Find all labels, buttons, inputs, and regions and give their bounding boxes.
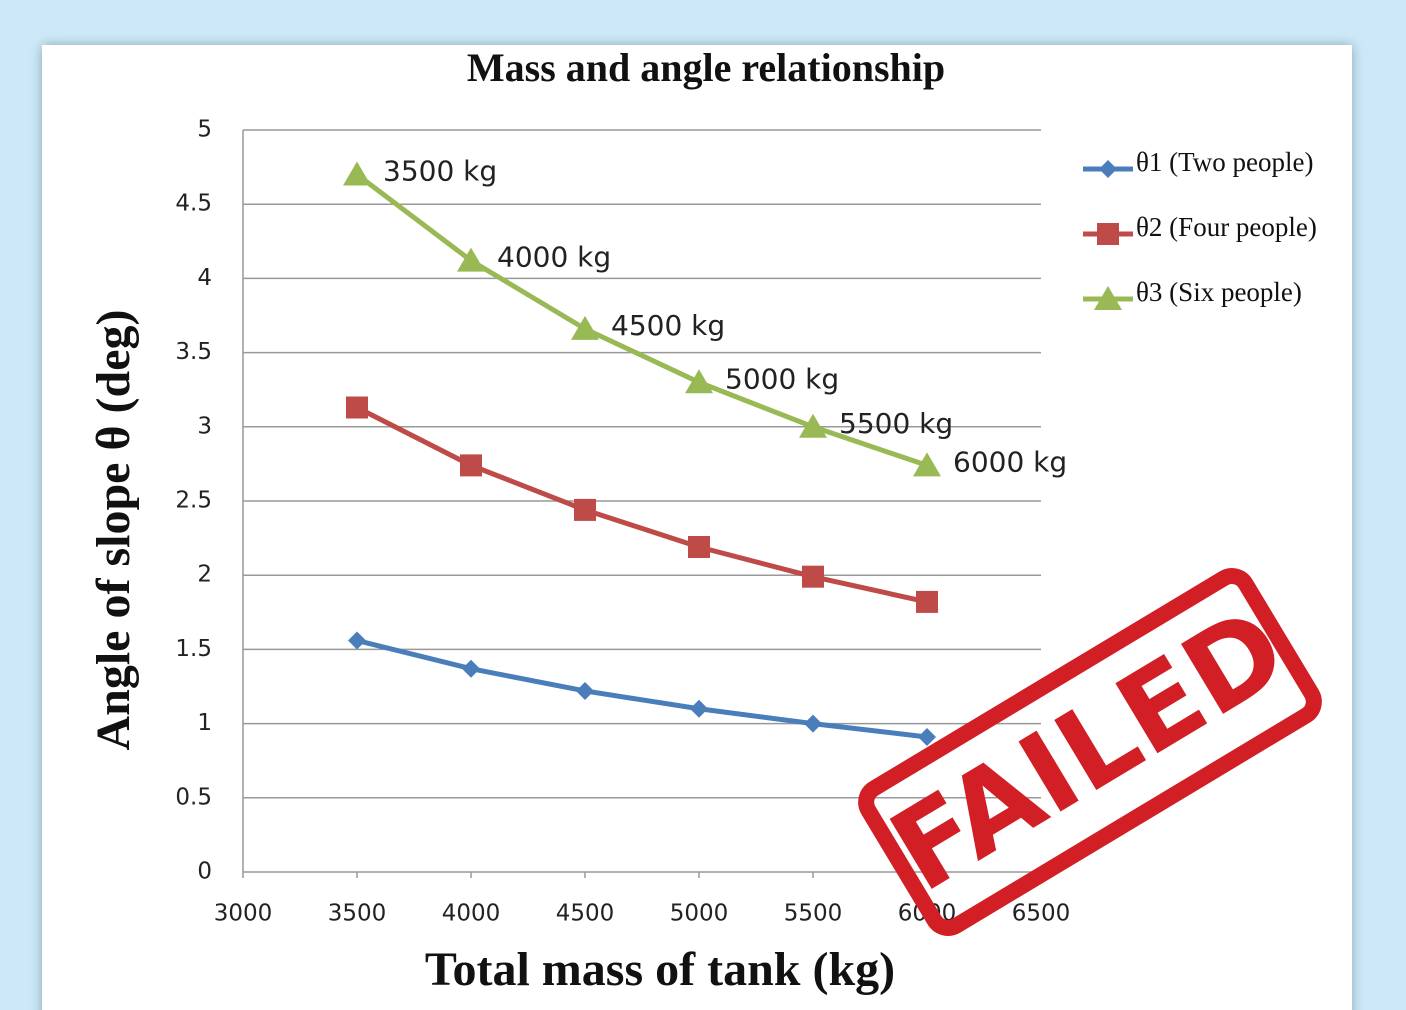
x-tick-label: 4500 [556, 901, 615, 927]
y-tick-label: 1 [197, 710, 212, 736]
y-tick-label: 4 [197, 265, 212, 291]
y-tick-label: 3.5 [175, 339, 212, 365]
point-label: 4500 kg [611, 309, 725, 342]
point-label: 4000 kg [497, 241, 611, 274]
x-tick-label: 3500 [328, 901, 387, 927]
y-tick-label: 1.5 [175, 636, 212, 662]
card [42, 45, 1352, 1010]
point-label: 5500 kg [839, 407, 953, 440]
marker [346, 397, 368, 419]
y-tick-label: 0 [197, 859, 212, 885]
point-label: 5000 kg [725, 362, 839, 395]
page: Mass and angle relationship Total mass o… [0, 0, 1406, 1010]
y-tick-label: 3 [197, 413, 212, 439]
marker [460, 454, 482, 476]
point-label: 6000 kg [953, 445, 1067, 478]
y-tick-label: 4.5 [175, 191, 212, 217]
y-tick-label: 0.5 [175, 784, 212, 810]
point-label: 3500 kg [383, 155, 497, 188]
marker [916, 591, 938, 613]
chart-title: Mass and angle relationship [467, 45, 945, 90]
y-tick-label: 5 [197, 117, 212, 143]
legend-label: θ2 (Four people) [1136, 212, 1317, 242]
x-tick-label: 5500 [784, 901, 843, 927]
x-axis-title: Total mass of tank (kg) [425, 943, 895, 996]
legend-label: θ1 (Two people) [1136, 147, 1314, 177]
marker [1097, 223, 1119, 245]
x-tick-label: 4000 [442, 901, 501, 927]
x-tick-label: 5000 [670, 901, 729, 927]
y-tick-label: 2 [197, 562, 212, 588]
x-tick-label: 6500 [1012, 901, 1071, 927]
y-axis-title: Angle of slope θ (deg) [87, 309, 140, 750]
marker [802, 566, 824, 588]
marker [574, 499, 596, 521]
y-tick-label: 2.5 [175, 488, 212, 514]
marker [688, 536, 710, 558]
legend-label: θ3 (Six people) [1136, 277, 1302, 307]
x-tick-label: 3000 [214, 901, 273, 927]
